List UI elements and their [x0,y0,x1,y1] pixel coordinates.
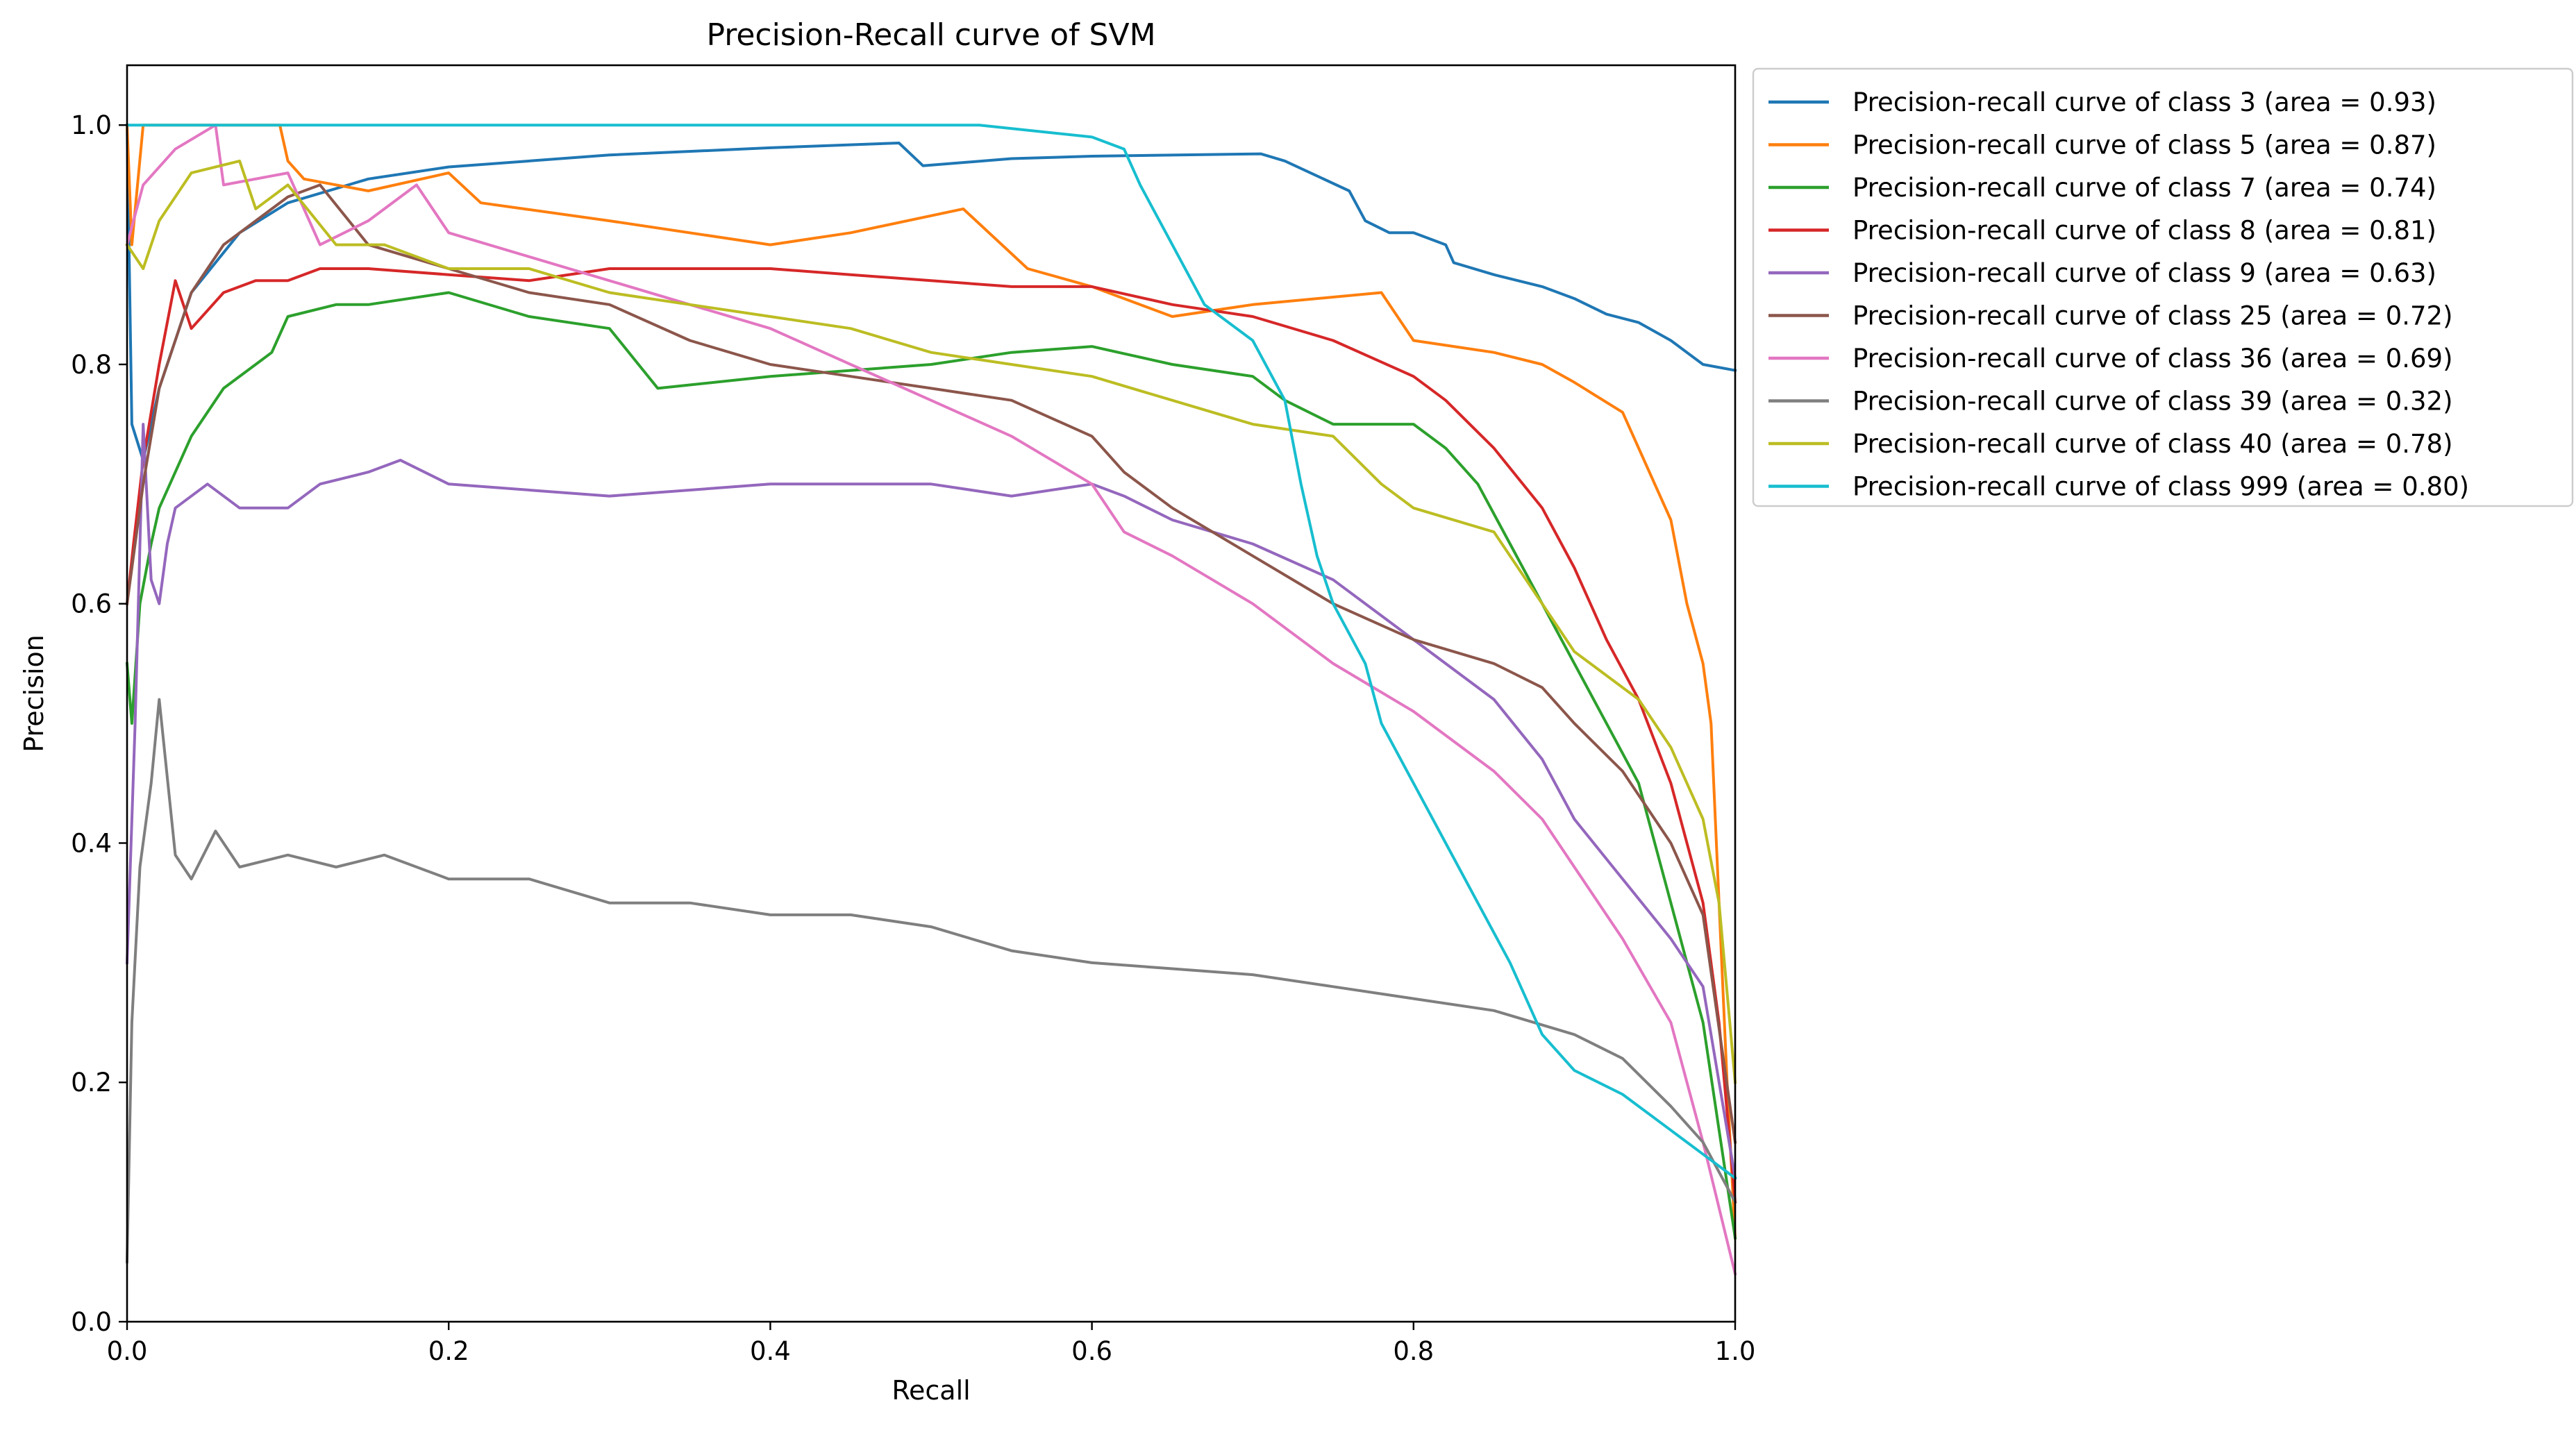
legend-label-4: Precision-recall curve of class 8 (area … [1852,216,2436,246]
series-line-6 [125,183,1737,1144]
legend-label-3: Precision-recall curve of class 7 (area … [1852,173,2436,203]
legend-label-8: Precision-recall curve of class 39 (area… [1852,387,2453,417]
legend-label-5: Precision-recall curve of class 9 (area … [1852,258,2436,288]
y-tick-label: 0.0 [71,1307,112,1337]
x-tick-label: 1.0 [1715,1336,1756,1366]
series-layer [125,124,1737,1276]
x-axis: 0.0 0.2 0.4 0.6 0.8 1.0 [107,1322,1756,1366]
legend-label-9: Precision-recall curve of class 40 (area… [1852,429,2453,459]
x-tick-label: 0.6 [1071,1336,1112,1366]
y-tick-label: 0.8 [71,350,112,380]
y-tick-label: 0.4 [71,828,112,858]
legend-label-1: Precision-recall curve of class 3 (area … [1852,87,2436,117]
legend-label-2: Precision-recall curve of class 5 (area … [1852,131,2436,160]
series-line-7 [125,124,1737,1276]
legend-label-7: Precision-recall curve of class 36 (area… [1852,344,2453,373]
y-tick-label: 0.2 [71,1068,112,1097]
y-axis: 0.0 0.2 0.4 0.6 0.8 1.0 [71,110,127,1337]
y-tick-label: 1.0 [71,110,112,140]
legend: Precision-recall curve of class 3 (area … [1752,67,2574,507]
y-axis-label: Precision [19,634,49,752]
x-tick-label: 0.2 [428,1336,469,1366]
chart-title: Precision-Recall curve of SVM [706,17,1155,53]
series-line-9 [125,159,1737,1084]
series-line-4 [125,267,1737,1204]
x-tick-label: 0.0 [107,1336,148,1366]
legend-label-6: Precision-recall curve of class 25 (area… [1852,301,2453,331]
series-line-8 [125,698,1737,1263]
series-line-10 [126,124,1737,1180]
series-line-2 [125,124,1737,1240]
plot-frame [126,64,1737,1323]
y-tick-label: 0.6 [71,589,112,619]
legend-frame [1752,67,2574,507]
series-line-5 [125,423,1737,1180]
x-axis-label: Recall [892,1375,970,1406]
legend-label-10: Precision-recall curve of class 999 (are… [1852,472,2469,502]
x-tick-label: 0.8 [1393,1336,1434,1366]
x-tick-label: 0.4 [750,1336,791,1366]
legend-items: Precision-recall curve of class 3 (area … [1768,87,2469,502]
